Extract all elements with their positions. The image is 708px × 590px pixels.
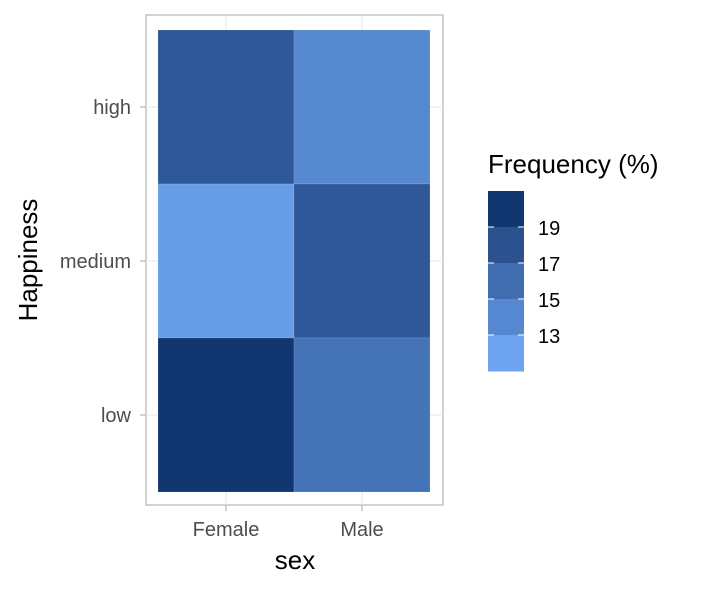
- legend-label: 19: [538, 218, 560, 240]
- y-axis-title: Happiness: [13, 199, 43, 322]
- legend-color-band: [488, 335, 524, 372]
- heatmap-cell-male-low: [293, 337, 431, 493]
- legend-label: 13: [538, 326, 560, 348]
- heatmap-cell-female-low: [157, 337, 295, 493]
- y-tick-label: medium: [60, 251, 131, 273]
- legend-label: 17: [538, 254, 560, 276]
- legend-title: Frequency (%): [488, 149, 659, 179]
- legend-color-band: [488, 299, 524, 336]
- heatmap-cell-female-high: [157, 29, 295, 185]
- y-tick-label: high: [93, 97, 131, 119]
- legend-label: 15: [538, 290, 560, 312]
- legend-color-band: [488, 263, 524, 300]
- legend-color-band: [488, 227, 524, 264]
- y-tick-label: low: [101, 405, 132, 427]
- x-axis-title: sex: [275, 545, 315, 575]
- heatmap-cell-male-high: [293, 29, 431, 185]
- legend-color-band: [488, 191, 524, 228]
- heatmap-cell-male-medium: [293, 183, 431, 339]
- heatmap-cell-female-medium: [157, 183, 295, 339]
- x-tick-label: Female: [193, 519, 260, 541]
- x-tick-label: Male: [340, 519, 383, 541]
